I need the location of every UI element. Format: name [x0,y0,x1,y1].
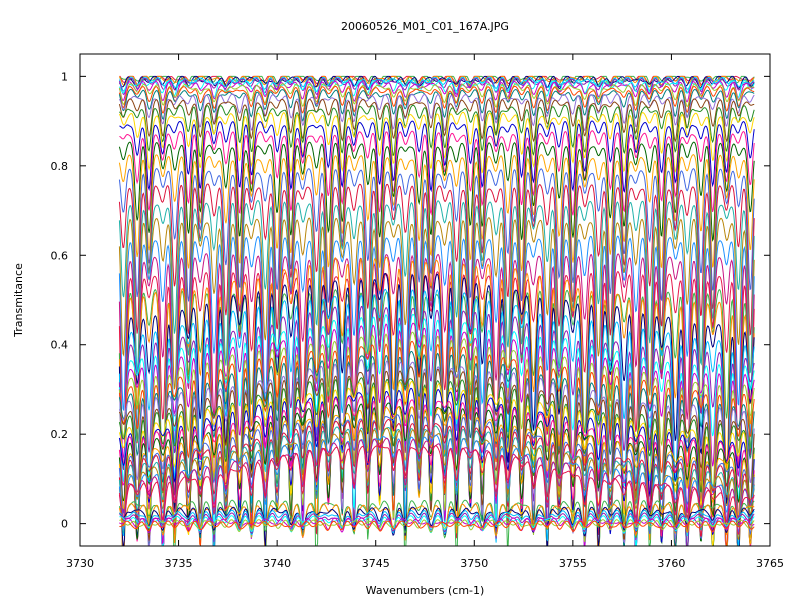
y-axis-label: Transmitance [12,263,25,338]
y-tick-label: 0.6 [51,249,69,262]
x-tick-label: 3760 [657,557,685,570]
series-line [119,120,755,193]
series-line [118,141,755,242]
plot-frame [79,53,771,547]
y-tick-label: 1 [61,70,68,83]
x-axis-label: Wavenumbers (cm-1) [366,584,485,597]
chart-title: 20060526_M01_C01_167A.JPG [341,20,509,33]
y-tick-label: 0.8 [51,160,69,173]
x-tick-label: 3750 [460,557,488,570]
series-line [118,85,755,114]
y-tick-label: 0 [61,518,68,531]
axes-group: 3730 3735 3740 3745 3750 3755 3760 3765 0 0.2 0.4 0… [51,53,784,570]
series-line [118,168,755,303]
series-line [118,350,755,546]
series-line [118,366,755,546]
series-line [118,359,755,546]
x-tick-label: 3730 [66,557,94,570]
series-line [119,519,755,533]
x-tick-label: 3755 [559,557,587,570]
series-line [118,111,755,174]
series-line [119,509,755,536]
y-tick-label: 0.2 [51,428,69,441]
y-tick-label: 0.4 [51,339,69,352]
series-line [118,340,755,546]
series-line [118,322,755,546]
x-tick-label: 3745 [362,557,390,570]
series-line [118,288,755,546]
series-line [119,520,755,532]
series-line [118,377,755,546]
series-line [118,200,755,376]
series-line [119,517,755,534]
series-line [118,154,755,271]
series-line [119,130,755,216]
series-line [119,104,755,158]
series-line [118,75,755,91]
x-tick-label: 3735 [165,557,193,570]
series-line [118,445,755,532]
x-tick-label: 3765 [756,557,784,570]
x-tick-label: 3740 [263,557,291,570]
series-line [118,380,755,546]
series-line [118,98,755,143]
series-line [119,506,755,537]
series-line [118,183,755,336]
series-group [118,75,755,546]
